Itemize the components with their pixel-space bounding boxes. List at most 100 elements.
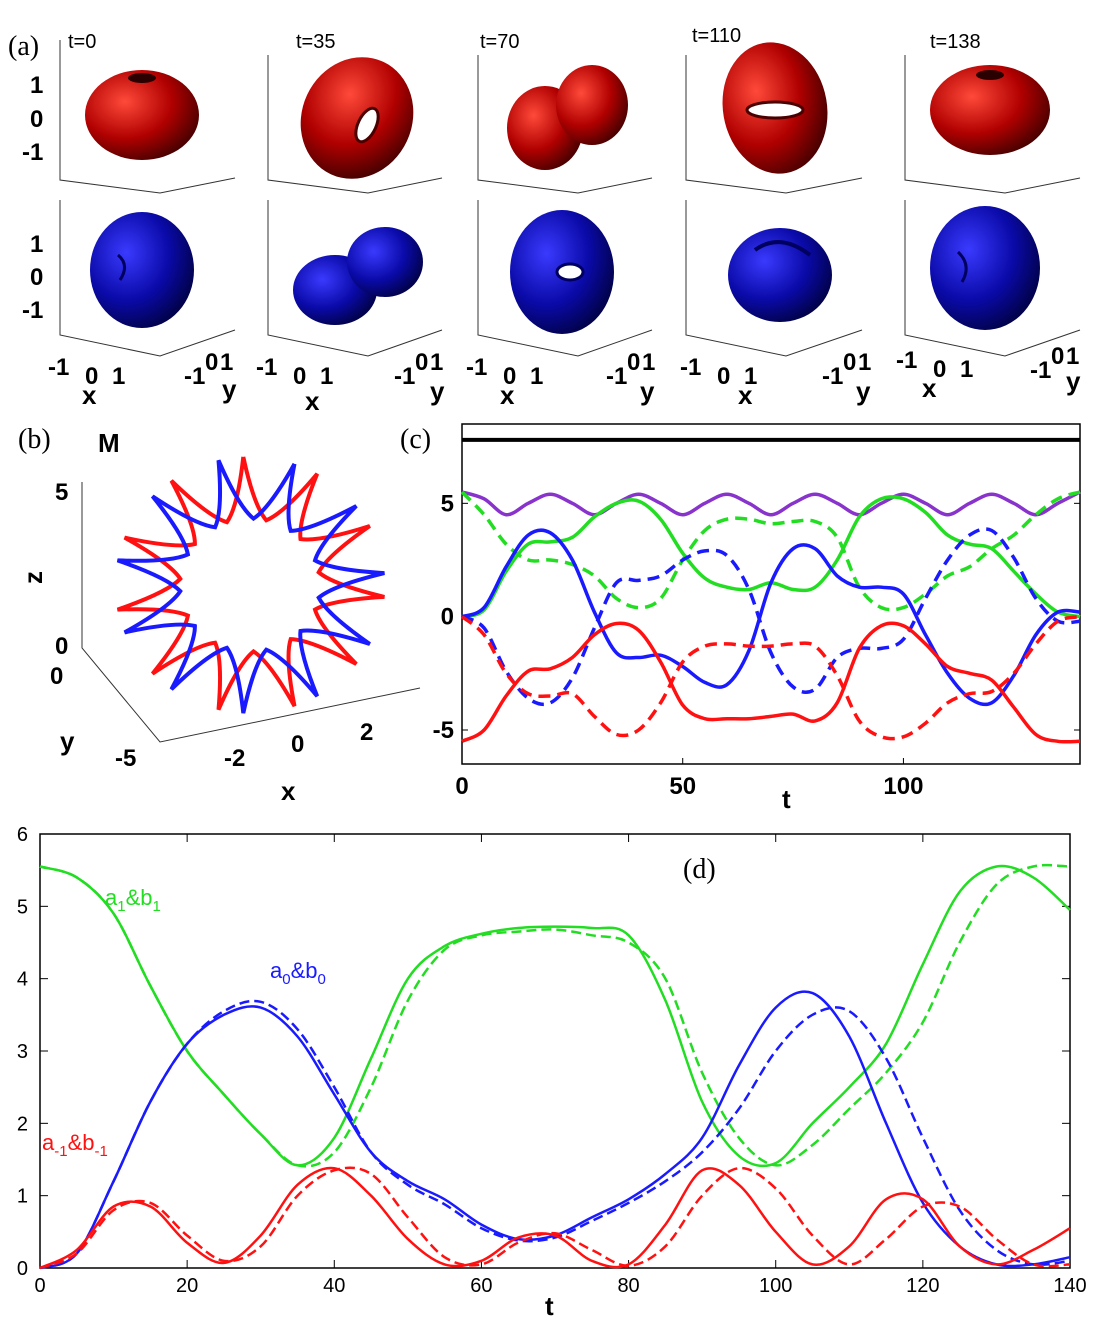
torus-blue-t110-ridge (753, 240, 812, 257)
panel-a-column-5: t=138 -1 0 1 x -1 0 1 y (896, 31, 1081, 403)
b-z-tick-0: 0 (55, 633, 68, 660)
orbit-blue (116, 459, 385, 714)
y-tick-1-c1: 1 (220, 349, 233, 376)
orbit-red (116, 456, 385, 711)
x-tick-neg1-c3: -1 (466, 354, 487, 381)
c-series-green-dashed (460, 490, 1081, 612)
torus-hole-t35 (354, 106, 380, 144)
panel-c-label: (c) (400, 424, 431, 455)
d-xtick-label-6: 120 (906, 1275, 939, 1297)
x-tick-0-c5: 0 (933, 356, 946, 383)
d-ytick-label-6: 6 (17, 824, 28, 846)
ann-bm1-base: b (82, 1130, 94, 1155)
y-tick-neg1-c2: -1 (394, 363, 415, 390)
panel-a-column-3: t=70 -1 0 1 x -1 0 1 y (466, 31, 655, 410)
y-tick-0-c3: 0 (627, 349, 640, 376)
b-y-label: y (60, 726, 75, 756)
box-frame-bottom-3 (477, 200, 653, 357)
z-tick-0-top: 0 (30, 106, 43, 133)
c-ytick-label-2: -5 (433, 717, 454, 744)
y-tick-neg1-c1: -1 (184, 363, 205, 390)
x-label-c3: x (500, 380, 515, 410)
y-label-c2: y (430, 376, 445, 406)
d-ytick-label-1: 1 (17, 1186, 28, 1208)
torus-red-t70-b (556, 65, 628, 145)
panel-d-plot-area (39, 833, 1071, 1269)
box-frame-bottom-2 (267, 200, 443, 357)
torus-blue-t138-dimple (956, 250, 968, 283)
d-xtick-label-7: 140 (1053, 1275, 1086, 1297)
c-series-purple (461, 490, 1081, 517)
y-tick-neg1-c4: -1 (822, 363, 843, 390)
torus-blue-t138 (930, 206, 1040, 330)
x-tick-1-c4: 1 (744, 363, 757, 390)
b-x-tick-2: 2 (360, 719, 373, 746)
ann-am1-amp: & (68, 1130, 83, 1155)
panel-b: (b) M 5 0 z 0 -5 y -2 0 2 x (18, 424, 421, 806)
box-frame-bottom-1 (59, 200, 236, 357)
ann-b1-sub: 1 (153, 898, 161, 915)
c-xtick-label-1: 50 (669, 773, 696, 800)
panel-a-column-1: t=0 1 0 -1 1 0 -1 -1 0 1 x -1 0 1 y (22, 31, 237, 410)
d-x-label: t (545, 1291, 554, 1321)
x-tick-0-c2: 0 (293, 363, 306, 390)
time-label-5: t=138 (930, 31, 981, 53)
panel-d-label: (d) (683, 854, 716, 885)
box-frame-top-4 (685, 55, 863, 194)
x-label-c5: x (922, 373, 937, 403)
b-y-tick-0: 0 (50, 663, 63, 690)
z-tick-0-bottom: 0 (30, 264, 43, 291)
y-tick-1-c5: 1 (1066, 343, 1079, 370)
torus-red-t35 (300, 57, 414, 179)
x-tick-neg1-c2: -1 (256, 354, 277, 381)
y-tick-neg1-c5: -1 (1030, 357, 1051, 384)
torus-hole-t70 (555, 262, 585, 282)
panel-b-title: M (98, 428, 120, 458)
y-tick-0-c1: 0 (205, 349, 218, 376)
time-label-1: t=0 (68, 31, 96, 53)
y-tick-1-c3: 1 (642, 349, 655, 376)
d-series-b0 (39, 999, 1071, 1270)
y-tick-0-c5: 0 (1051, 343, 1064, 370)
y-label-c4: y (856, 376, 871, 406)
x-tick-neg1-c5: -1 (896, 347, 917, 374)
panel-c-plot-area (461, 423, 1081, 765)
b-z-label: z (18, 571, 48, 584)
b-z-tick-5: 5 (55, 479, 68, 506)
d-xtick-label-5: 100 (759, 1275, 792, 1297)
box-frame-top-3 (477, 55, 653, 194)
panel-d-series (39, 863, 1071, 1270)
panel-a-column-2: t=35 -1 0 1 x -1 0 1 y (256, 31, 445, 416)
torus-blue-t0-dimple (116, 253, 126, 281)
ann-b0-base: b (305, 958, 317, 983)
ann-am1-base: a (42, 1130, 55, 1155)
x-label-c1: x (82, 380, 97, 410)
torus-hole-t138 (976, 70, 1004, 80)
x-label-c4: x (738, 380, 753, 410)
c-xtick-label-0: 0 (455, 773, 468, 800)
time-label-2: t=35 (296, 31, 335, 53)
c-series-red-solid (461, 621, 1081, 744)
d-ytick-label-2: 2 (17, 1113, 28, 1135)
ann-a0-amp: & (291, 958, 306, 983)
d-ytick-label-5: 5 (17, 896, 28, 918)
box-frame-top-1 (59, 40, 236, 194)
b-y-tick-neg5: -5 (115, 745, 136, 772)
box-frame-bottom-5 (904, 200, 1081, 357)
ann-a1-base: a (105, 885, 118, 910)
y-tick-0-c2: 0 (415, 349, 428, 376)
d-xtick-label-2: 40 (323, 1275, 345, 1297)
x-tick-0-c3: 0 (503, 363, 516, 390)
torus-blue-t35-b (347, 227, 423, 297)
annotation-a-1-b-1: a-1&b-1 (42, 1130, 108, 1160)
y-label-c1: y (222, 374, 237, 404)
ann-a0-sub: 0 (282, 971, 290, 988)
c-x-label: t (782, 784, 791, 814)
box-frame-top-2 (267, 55, 443, 194)
annotation-a0-b0: a0&b0 (270, 958, 326, 988)
annotation-a1-b1: a1&b1 (105, 885, 161, 915)
y-tick-1-c4: 1 (858, 349, 871, 376)
